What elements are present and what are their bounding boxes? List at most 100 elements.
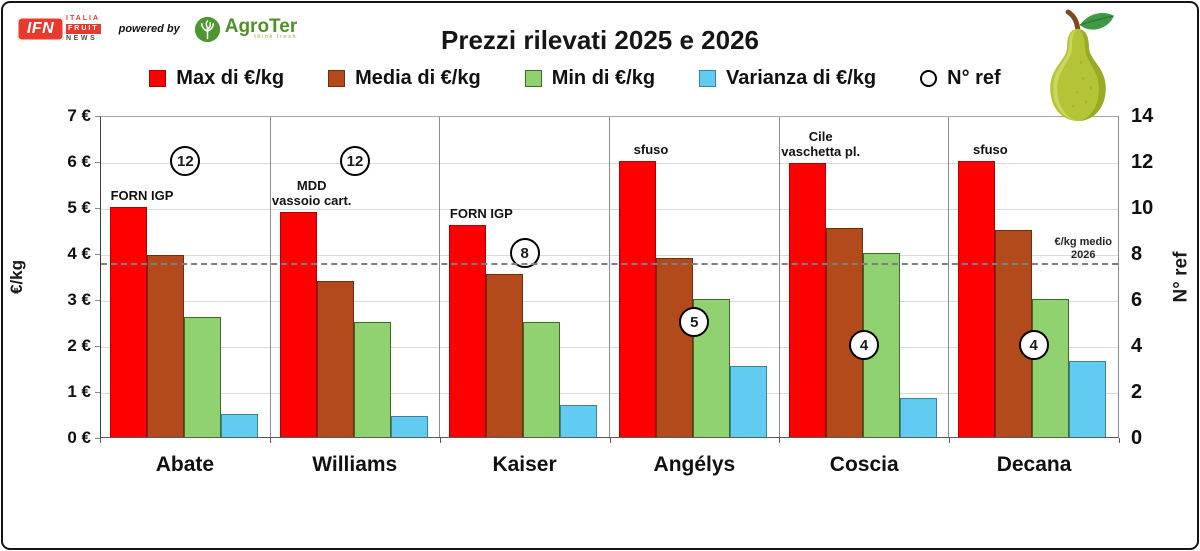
legend-label: Media di €/kg — [355, 67, 481, 89]
bottom-axis-tickmark-5 — [949, 438, 951, 443]
left-axis-tickmark-2 — [95, 346, 100, 347]
bar-Max di €/kg-Decana — [958, 161, 996, 437]
bar-annotation-angélys: sfuso — [633, 142, 669, 157]
agroter-name: AgroTer — [224, 15, 298, 37]
right-axis-title: N° ref — [1170, 251, 1192, 303]
panels: FORN IGP 12 MDD vassoio cart. 12 FORN IGP 8 sfu… — [101, 117, 1118, 437]
panel-angélys: sfuso 5 — [610, 117, 780, 437]
right-axis-tick-4: 4 — [1131, 335, 1143, 357]
bar-Max di €/kg-Williams — [279, 211, 317, 437]
bottom-axis-tickmark-3 — [609, 438, 611, 443]
reference-line-label: €/kg medio 2026 — [1054, 235, 1112, 261]
bar-Max di €/kg-Abate — [110, 207, 147, 437]
plot-area: FORN IGP 12 MDD vassoio cart. 12 FORN IGP 8 sfu… — [100, 116, 1119, 438]
legend-label: Max di €/kg — [176, 67, 285, 89]
panel-abate: FORN IGP 12 — [101, 117, 271, 437]
legend: Max di €/kg Media di €/kg Min di €/kg Varia… — [63, 67, 1087, 90]
bar-annotation-abate: FORN IGP — [110, 188, 174, 203]
ifn-line-news: NEWS — [66, 35, 98, 42]
left-axis-tickmark-7 — [95, 116, 100, 117]
nref-marker-williams: 12 — [340, 146, 370, 176]
panel-williams: MDD vassoio cart. 12 — [271, 117, 441, 437]
left-axis-tick-7: 7 € — [67, 106, 91, 125]
bar-Media di €/kg-Kaiser — [486, 273, 524, 437]
left-axis-tick-4: 4 € — [67, 244, 91, 263]
left-axis-tick-0: 0 € — [67, 428, 91, 447]
legend-swatch-icon — [149, 70, 167, 87]
legend-item-5: N° ref — [920, 67, 1001, 90]
legend-swatch-icon — [328, 70, 346, 87]
category-axis: Abate Williams Kaiser Angélys Coscia Decana — [100, 453, 1119, 477]
bar-Media di €/kg-Williams — [316, 280, 354, 437]
powered-by-label: powered by — [118, 23, 180, 35]
ifn-wordmark: ITALIA FRUIT NEWS — [66, 15, 101, 43]
bar-Min di €/kg-Abate — [184, 317, 221, 437]
legend-swatch-icon — [699, 70, 717, 87]
left-axis-tickmark-1 — [95, 392, 100, 393]
left-axis-tick-5: 5 € — [67, 198, 91, 217]
left-axis-tickmark-5 — [95, 208, 100, 209]
agroter-logo: AgroTer think fresh — [194, 16, 297, 43]
left-axis-tick-6: 6 € — [67, 152, 91, 171]
category-label-kaiser: Kaiser — [492, 453, 557, 476]
ifn-line-fruit: FRUIT — [66, 24, 101, 34]
right-axis-tick-6: 6 — [1131, 289, 1143, 311]
bar-Varianza di €/kg-Decana — [1069, 361, 1107, 437]
left-axis-tick-1: 1 € — [67, 382, 91, 401]
right-axis-tick-2: 2 — [1131, 381, 1143, 403]
bar-annotation-decana: sfuso — [973, 142, 1008, 157]
left-axis-tickmark-3 — [95, 300, 100, 301]
bar-Min di €/kg-Kaiser — [523, 322, 561, 437]
nref-marker-coscia: 4 — [849, 330, 880, 360]
header-logos: IFN ITALIA FRUIT NEWS powered by AgroTer… — [17, 15, 297, 43]
right-axis-tick-0: 0 — [1131, 427, 1143, 449]
bar-Max di €/kg-Coscia — [788, 163, 826, 437]
right-axis-tick-14: 14 — [1131, 105, 1154, 127]
bar-Min di €/kg-Decana — [1032, 299, 1070, 437]
agroter-tagline: think fresh — [254, 33, 298, 40]
left-axis-tickmark-0 — [95, 438, 100, 439]
category-label-coscia: Coscia — [829, 453, 899, 476]
category-label-angélys: Angélys — [653, 453, 736, 476]
legend-label: N° ref — [947, 67, 1001, 89]
right-axis-tick-8: 8 — [1131, 243, 1143, 265]
pear-illustration-icon — [1050, 9, 1114, 122]
ifn-logo: IFN ITALIA FRUIT NEWS — [17, 15, 101, 43]
ifn-line-italia: ITALIA — [66, 15, 101, 22]
bar-annotation-williams: MDD vassoio cart. — [271, 177, 352, 208]
right-axis-tick-12: 12 — [1131, 151, 1154, 173]
category-label-williams: Williams — [312, 453, 398, 476]
legend-circle-marker-icon — [920, 70, 938, 87]
bar-annotation-coscia: Cile vaschetta pl. — [781, 129, 861, 160]
left-axis-title: €/kg — [7, 259, 26, 295]
ifn-logo-icon: IFN — [17, 17, 64, 41]
bar-Varianza di €/kg-Kaiser — [560, 404, 598, 437]
right-axis-title-wrap: N° ref — [1159, 116, 1197, 438]
bar-Max di €/kg-Angélys — [619, 161, 657, 437]
chart-title: Prezzi rilevati 2025 e 2026 — [440, 25, 759, 55]
bottom-axis-tickmark-1 — [269, 438, 271, 443]
agroter-tree-icon — [194, 16, 220, 42]
legend-label: Varianza di €/kg — [726, 67, 877, 89]
bar-Media di €/kg-Angélys — [656, 257, 694, 437]
left-axis-tickmark-4 — [95, 254, 100, 255]
legend-swatch-icon — [524, 70, 542, 87]
bar-annotation-kaiser: FORN IGP — [449, 206, 513, 222]
bottom-axis-tickmark-2 — [439, 438, 441, 443]
bar-Varianza di €/kg-Angélys — [730, 365, 768, 437]
nref-marker-abate: 12 — [170, 146, 201, 176]
panel-coscia: Cile vaschetta pl. 4 — [780, 117, 950, 437]
bar-Varianza di €/kg-Abate — [221, 414, 258, 437]
nref-marker-angélys: 5 — [679, 307, 710, 337]
right-axis-tick-10: 10 — [1131, 197, 1154, 219]
bottom-axis-tickmark-6 — [1119, 438, 1120, 443]
panel-decana: sfuso 4 — [949, 117, 1118, 437]
category-label-abate: Abate — [155, 453, 215, 476]
bottom-axis-tickmark-0 — [100, 438, 101, 443]
bar-Varianza di €/kg-Williams — [390, 416, 428, 437]
legend-label: Min di €/kg — [551, 67, 656, 89]
bar-Varianza di €/kg-Coscia — [899, 397, 937, 437]
bar-Media di €/kg-Abate — [147, 255, 184, 437]
legend-item-2: Media di €/kg — [328, 67, 481, 90]
